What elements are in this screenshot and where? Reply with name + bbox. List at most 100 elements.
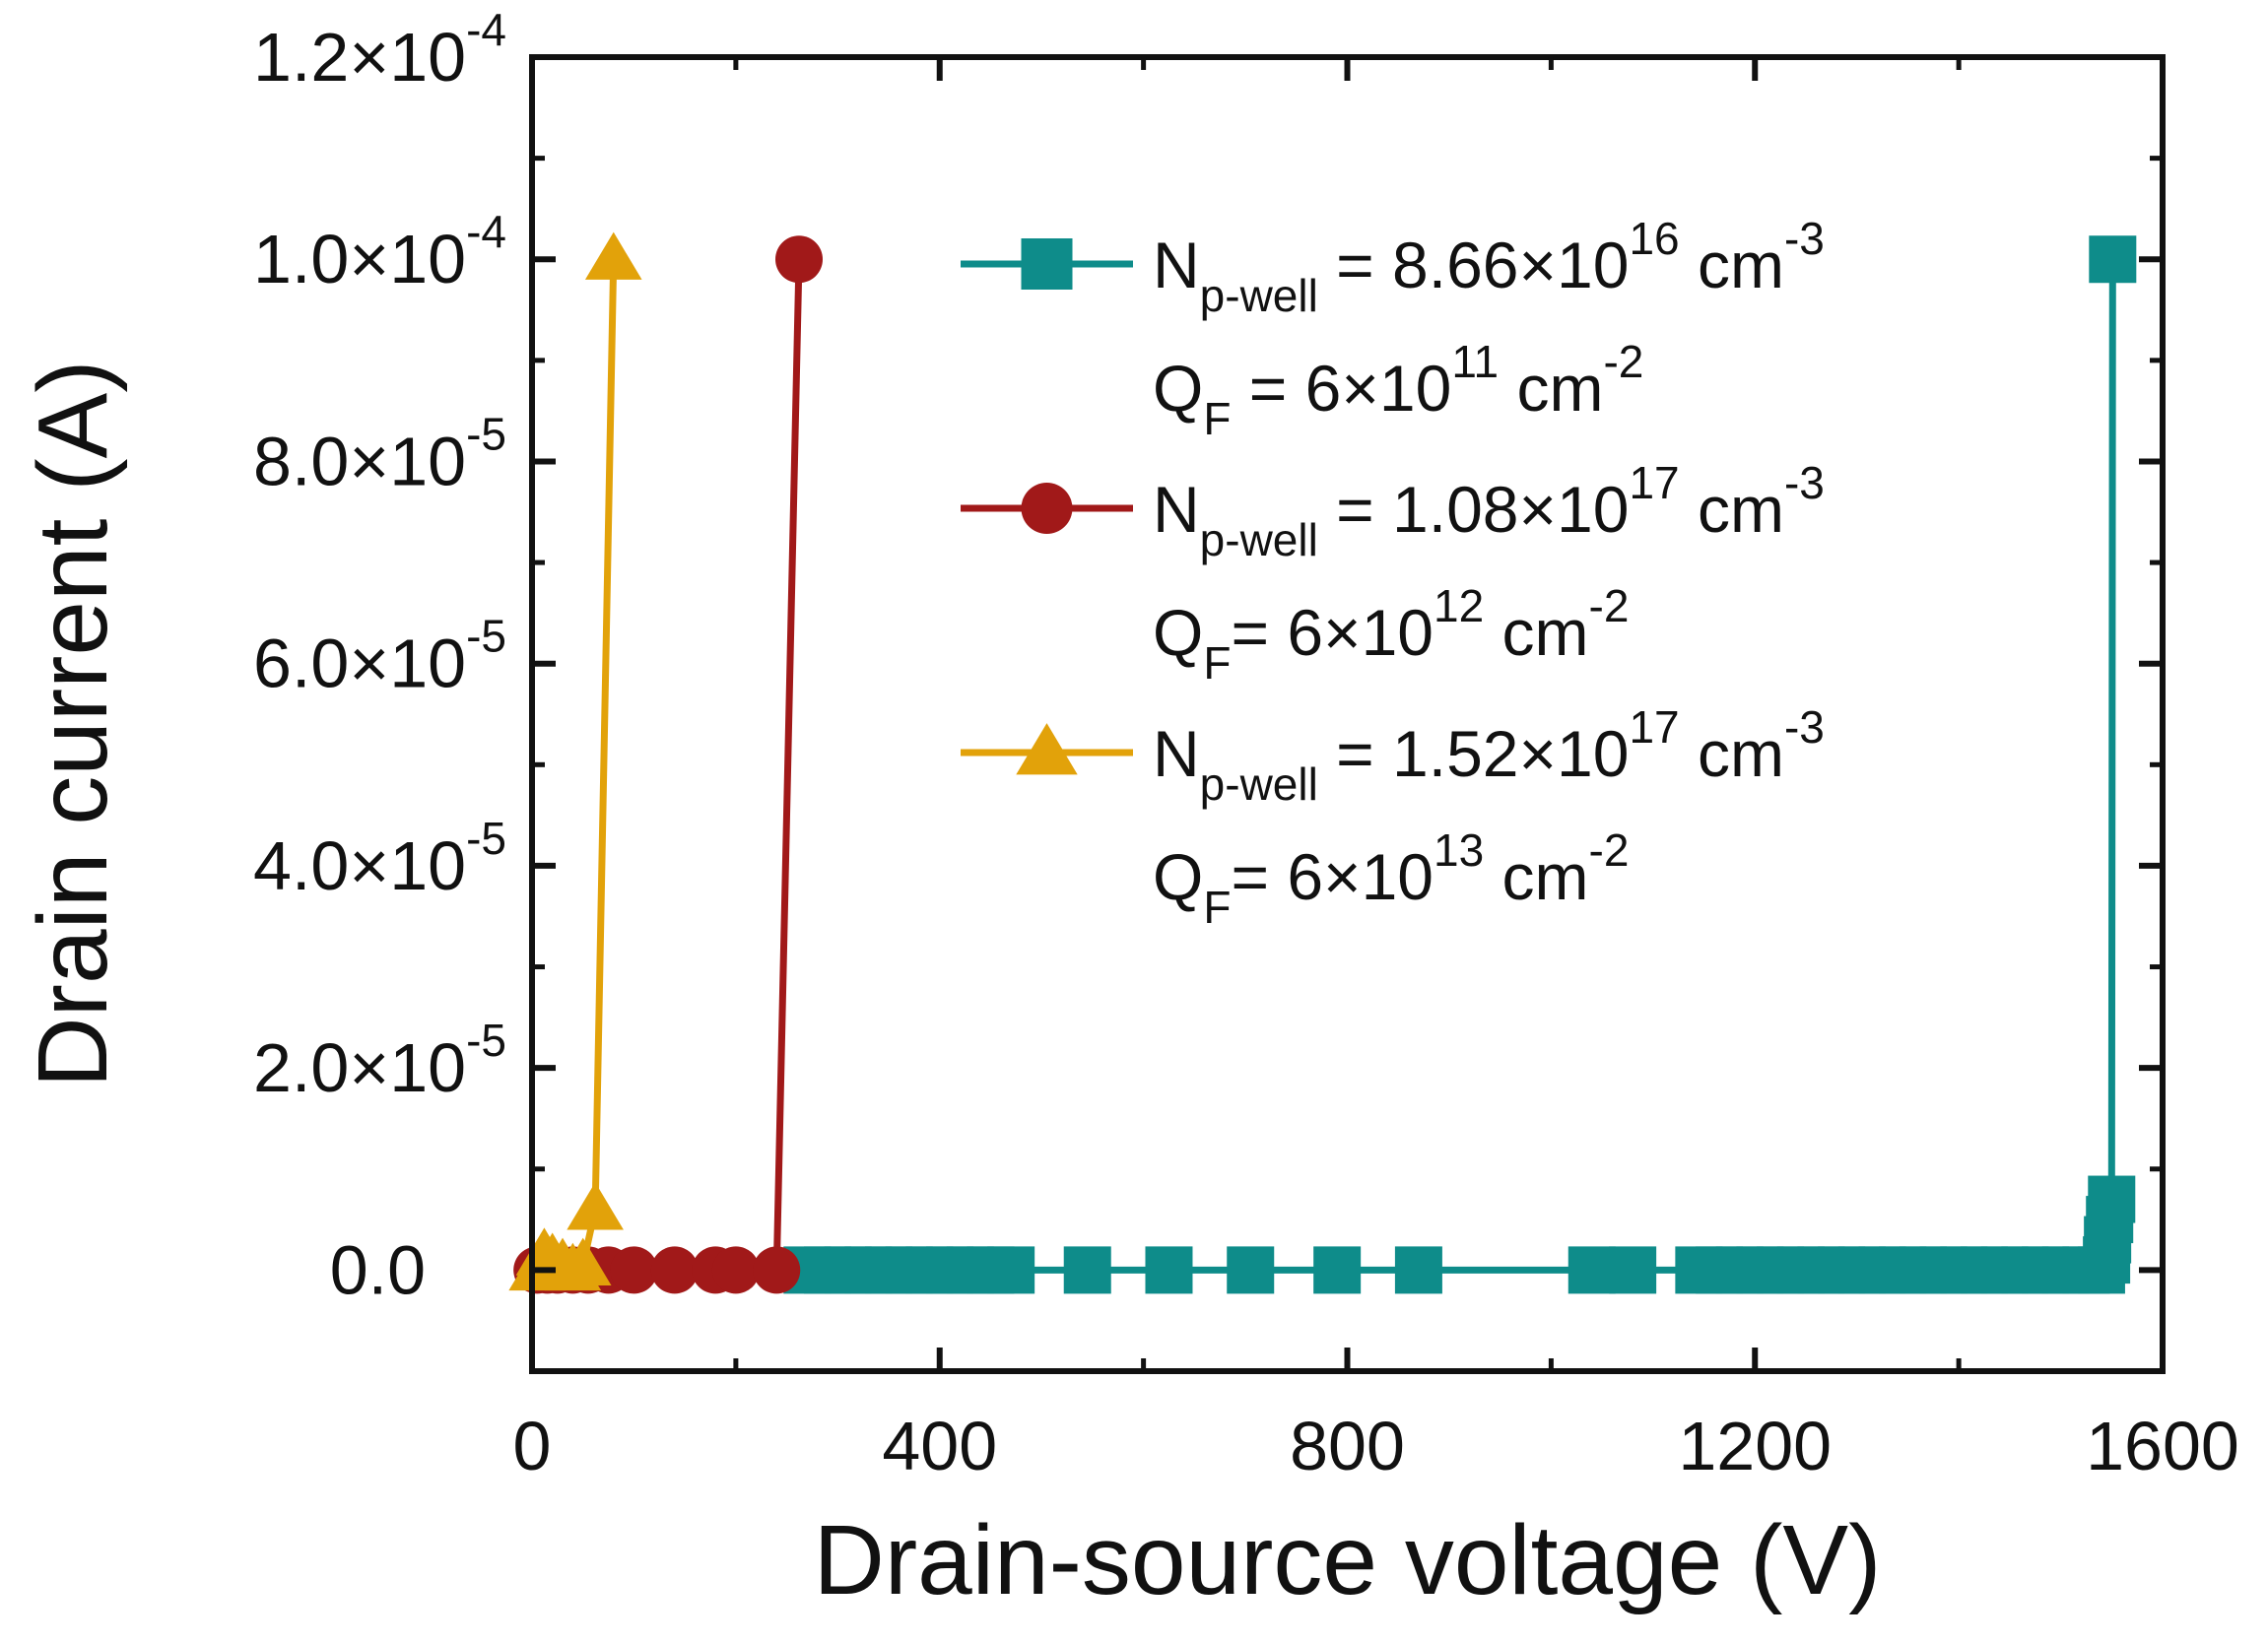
data-point-triangle [584,231,642,280]
legend-sub: F [1203,882,1231,933]
y-tick-label: 0.0 [330,1231,426,1308]
y-tick-exponent: -4 [466,4,506,55]
legend-sub: p-well [1200,514,1318,565]
y-tick-label: 1.0×10-4 [253,206,506,297]
y-tick-exponent: -5 [466,813,506,864]
legend-label: Np-well = 1.52×1017 cm-3 [1153,701,1825,810]
y-tick-mantissa: 0.0 [330,1231,426,1308]
legend-tail-sup: -2 [1603,336,1643,387]
legend-sup: 12 [1434,580,1484,631]
legend-tail-sup: -3 [1784,213,1825,264]
data-point-triangle [567,1182,624,1230]
y-tick-mantissa: 4.0×10 [253,827,466,904]
data-point-circle [610,1246,658,1294]
y-tick-exponent: -5 [466,408,506,459]
legend-sup: 11 [1451,336,1499,387]
legend-main: N [1153,229,1200,301]
y-tick-label: 1.2×10-4 [253,4,506,96]
series-square [783,235,2137,1294]
legend-sup: 17 [1629,457,1679,508]
legend-main: N [1153,473,1200,546]
y-tick-mantissa: 8.0×10 [253,423,466,499]
legend: Np-well = 8.66×1016 cm-3QF = 6×1011 cm-2… [961,213,1825,933]
legend-item-square: Np-well = 8.66×1016 cm-3QF = 6×1011 cm-2 [961,213,1825,444]
legend-mid: = 6×10 [1231,352,1451,425]
legend-marker-square [1021,238,1073,290]
y-tick-exponent: -5 [466,611,506,662]
legend-marker-triangle [1016,723,1078,775]
legend-main: Q [1153,596,1203,669]
series-layer [508,231,2137,1294]
x-tick-label: 1200 [1678,1408,1832,1484]
x-tick-label: 0 [513,1408,552,1484]
y-tick-exponent: -5 [466,1015,506,1066]
y-tick-mantissa: 1.0×10 [253,221,466,297]
legend-tail: cm [1484,840,1588,913]
data-point-square [1609,1246,1657,1294]
y-tick-mantissa: 1.2×10 [253,19,466,96]
x-tick-label: 1600 [2086,1408,2239,1484]
data-point-square [1227,1246,1275,1294]
data-point-square [2089,235,2137,284]
y-tick-label: 6.0×10-5 [253,611,506,702]
data-point-square [1145,1246,1193,1294]
data-point-square [1568,1246,1616,1294]
legend-tail-sup: -3 [1784,701,1825,753]
legend-main: Q [1153,840,1203,913]
data-point-circle [650,1246,699,1294]
data-point-square [1063,1246,1111,1294]
legend-mid: = 6×10 [1231,840,1434,913]
y-tick-mantissa: 6.0×10 [253,625,466,702]
legend-sub: F [1203,637,1231,689]
y-tick-label: 4.0×10-5 [253,813,506,904]
y-tick-exponent: -4 [466,206,506,257]
legend-tail: cm [1484,596,1588,669]
legend-tail-sup: -2 [1589,824,1630,876]
legend-item-triangle: Np-well = 1.52×1017 cm-3QF= 6×1013 cm-2 [961,701,1825,933]
series-triangle [508,231,642,1291]
legend-mid: = 1.52×10 [1318,717,1630,790]
legend-tail-sup: -3 [1784,457,1825,508]
legend-label: QF= 6×1013 cm-2 [1153,824,1629,933]
y-tick-mantissa: 2.0×10 [253,1029,466,1106]
legend-label: QF= 6×1012 cm-2 [1153,580,1629,689]
data-point-triangle [554,1237,612,1285]
x-tick-label: 800 [1290,1408,1405,1484]
legend-label: QF = 6×1011 cm-2 [1153,336,1643,444]
y-axis-title: Drain current (A) [18,360,128,1087]
legend-sub: p-well [1200,270,1318,321]
legend-sub: p-well [1200,758,1318,810]
data-point-circle [711,1246,760,1294]
legend-label: Np-well = 8.66×1016 cm-3 [1153,213,1825,321]
legend-mid: = 1.08×10 [1318,473,1630,546]
legend-sub: F [1203,393,1231,444]
series-circle [513,235,824,1294]
legend-tail: cm [1680,473,1784,546]
y-tick-label: 2.0×10-5 [253,1015,506,1106]
legend-mid: = 8.66×10 [1318,229,1630,301]
legend-tail: cm [1499,352,1603,425]
x-axis-title: Drain-source voltage (V) [814,1505,1882,1615]
legend-tail: cm [1680,717,1784,790]
x-tick-label: 400 [882,1408,997,1484]
y-tick-label: 8.0×10-5 [253,408,506,499]
data-point-square [1394,1246,1442,1294]
series-line-triangle [534,259,618,1275]
legend-main: N [1153,717,1200,790]
data-point-circle [775,235,824,284]
data-point-circle [753,1246,801,1294]
legend-label: Np-well = 1.08×1017 cm-3 [1153,457,1825,565]
legend-main: Q [1153,352,1203,425]
legend-sup: 17 [1629,701,1679,753]
legend-item-circle: Np-well = 1.08×1017 cm-3QF= 6×1012 cm-2 [961,457,1825,689]
data-point-square [987,1246,1035,1294]
legend-tail-sup: -2 [1589,580,1630,631]
legend-tail: cm [1680,229,1784,301]
legend-marker-circle [1021,483,1073,534]
legend-sup: 16 [1629,213,1679,264]
data-point-square [1313,1246,1362,1294]
legend-sup: 13 [1434,824,1484,876]
data-point-square [2088,1175,2136,1223]
legend-mid: = 6×10 [1231,596,1434,669]
ticks-layer: 0 400 800 1200 16000.02.0×10-54.0×10-56.0×10… [253,4,2239,1484]
